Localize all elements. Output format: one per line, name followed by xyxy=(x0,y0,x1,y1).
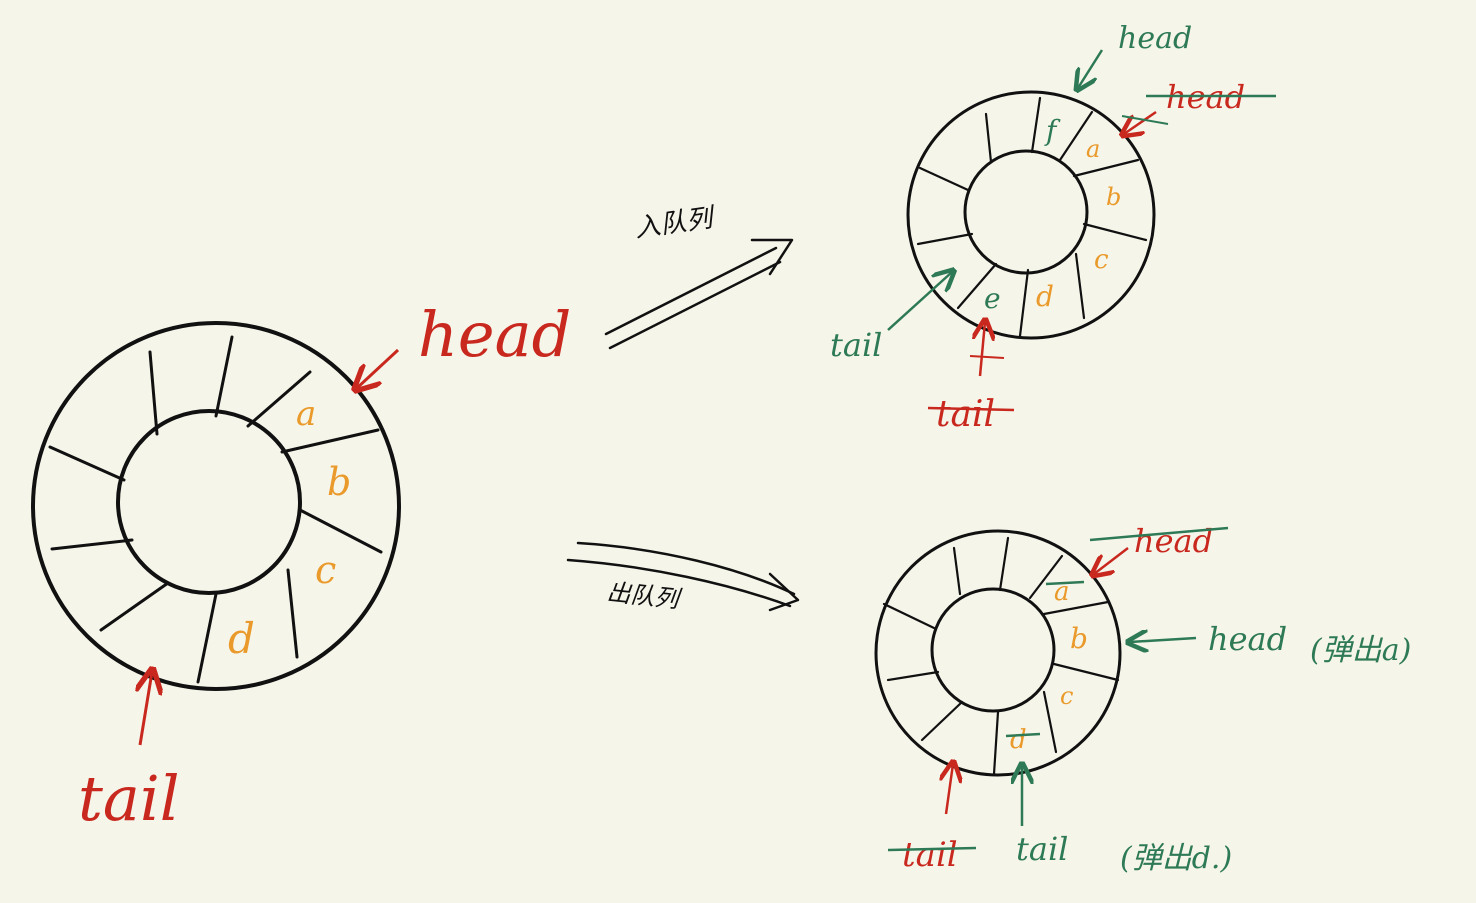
dequeue-cell-c: c xyxy=(1060,682,1073,710)
enqueue-new-tail-arrow xyxy=(887,272,952,331)
dequeue-arrow: 出队列 xyxy=(566,541,800,614)
enqueue-old-tail-label: tail xyxy=(936,394,995,435)
dequeue-new-tail-label: tail xyxy=(1016,830,1068,868)
enqueue-cell-d: d xyxy=(1036,280,1054,313)
enqueue-old-tail-strike xyxy=(927,406,1015,412)
dequeue-pop-tail-note: (弹出d.) xyxy=(1120,841,1232,876)
main-cell-b: b xyxy=(327,460,351,504)
enqueue-ring-dividers xyxy=(916,96,1148,338)
dequeue-cell-b: b xyxy=(1070,622,1088,655)
main-head-arrow xyxy=(357,348,400,388)
enqueue-arrow: 入队列 xyxy=(604,203,794,350)
dequeue-cell-d-strike xyxy=(1005,732,1041,738)
enqueue-cell-e: e xyxy=(984,282,1001,315)
dequeue-old-tail-arrow xyxy=(946,764,953,815)
dequeue-cell-d: d xyxy=(1010,725,1027,755)
enqueue-ring-outer xyxy=(906,90,1156,340)
dequeue-ring-inner xyxy=(930,587,1056,713)
dequeue-old-head-arrow xyxy=(1094,547,1129,574)
dequeue-arrow-label: 出队列 xyxy=(605,578,684,614)
dequeue-ring-dividers xyxy=(882,536,1120,776)
enqueue-arrow-label: 入队列 xyxy=(633,203,718,244)
main-cell-c: c xyxy=(315,548,336,592)
dequeue-old-head-strike xyxy=(1089,526,1229,542)
dequeue-new-head-label: head xyxy=(1208,620,1287,658)
dequeue-cell-a-strike xyxy=(1045,580,1085,586)
main-cell-a: a xyxy=(296,394,316,434)
enqueue-cell-a: a xyxy=(1086,135,1100,163)
main-tail-label: tail xyxy=(78,762,180,835)
enqueue-new-tail-label: tail xyxy=(830,326,882,364)
main-tail-arrow xyxy=(140,672,152,746)
dequeue-old-head-label: head xyxy=(1134,522,1213,560)
main-ring-outer xyxy=(31,321,401,691)
dequeue-old-tail-label: tail xyxy=(902,835,958,875)
enqueue-old-head-arrow xyxy=(1124,110,1157,134)
enqueue-strike-tick xyxy=(1121,115,1169,125)
enqueue-ring-inner xyxy=(963,149,1089,275)
dequeue-pop-head-note: (弹出a) xyxy=(1310,633,1411,668)
dequeue-ring: a b c d head head (弹出a) tail tail (弹出d.) xyxy=(874,522,1411,876)
enqueue-old-tail-arrow xyxy=(980,322,985,377)
enqueue-new-head-label: head xyxy=(1118,21,1192,56)
main-ring-inner xyxy=(116,409,302,595)
enqueue-cell-b: b xyxy=(1106,183,1121,211)
enqueue-new-head-arrow xyxy=(1078,49,1104,88)
dequeue-new-head-arrow xyxy=(1130,638,1197,642)
main-cell-d: d xyxy=(228,614,255,663)
dequeue-cell-a: a xyxy=(1054,577,1070,607)
enqueue-ring: f a b c d e head head tail tail xyxy=(830,21,1276,435)
enqueue-old-tail-arrow-strike xyxy=(969,355,1005,359)
main-head-label: head xyxy=(418,298,571,371)
dequeue-ring-outer xyxy=(874,529,1122,777)
enqueue-cell-c: c xyxy=(1094,245,1109,275)
dequeue-old-tail-strike xyxy=(887,846,977,852)
enqueue-cell-f: f xyxy=(1044,114,1061,147)
main-ring: a b c d head tail xyxy=(31,298,571,835)
main-ring-dividers xyxy=(48,335,383,684)
